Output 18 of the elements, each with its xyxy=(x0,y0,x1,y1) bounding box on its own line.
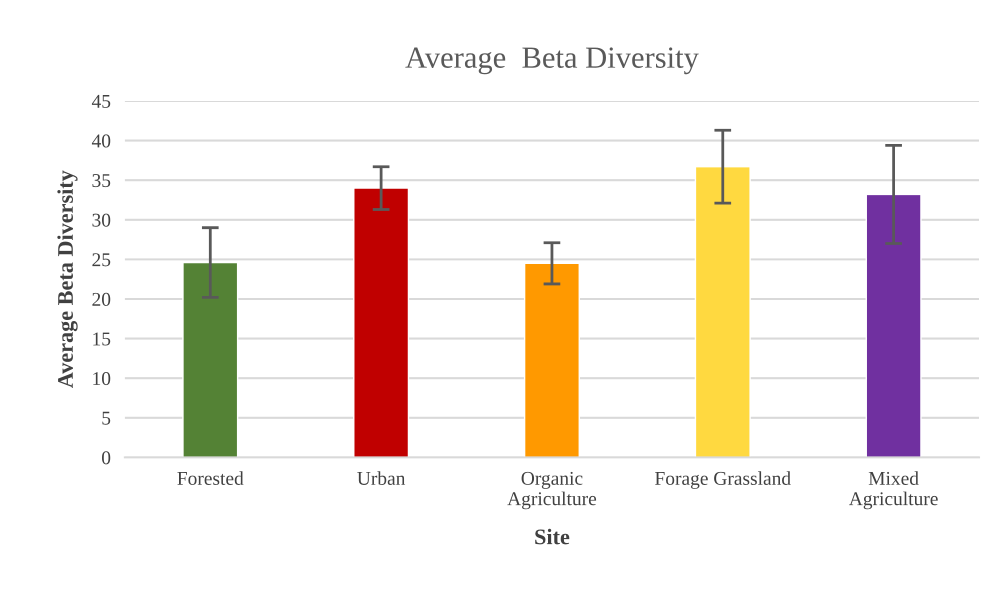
y-tick-label: 10 xyxy=(93,372,110,386)
chart-title: Average Beta Diversity xyxy=(405,47,699,74)
y-tick-label: 0 xyxy=(102,451,110,464)
y-tick-label: 25 xyxy=(92,253,110,266)
x-tick-label: Forage Grassland xyxy=(655,471,791,489)
x-tick-label: Mixed Agriculture xyxy=(848,471,938,510)
y-axis-title: Average Beta Diversity xyxy=(57,170,78,388)
y-tick-label: 30 xyxy=(92,214,110,227)
y-tick-label: 45 xyxy=(92,94,110,108)
x-tick-label: Organic Agriculture xyxy=(507,472,596,510)
x-tick-label: Urban xyxy=(357,471,406,485)
y-tick-label: 35 xyxy=(92,174,110,188)
x-axis-title: Site xyxy=(535,528,570,544)
y-tick-label: 20 xyxy=(92,292,110,306)
x-tick-label: Forested xyxy=(177,471,244,485)
y-tick-label: 15 xyxy=(93,332,110,346)
y-tick-label: 5 xyxy=(102,412,110,425)
y-tick-label: 40 xyxy=(92,134,110,148)
